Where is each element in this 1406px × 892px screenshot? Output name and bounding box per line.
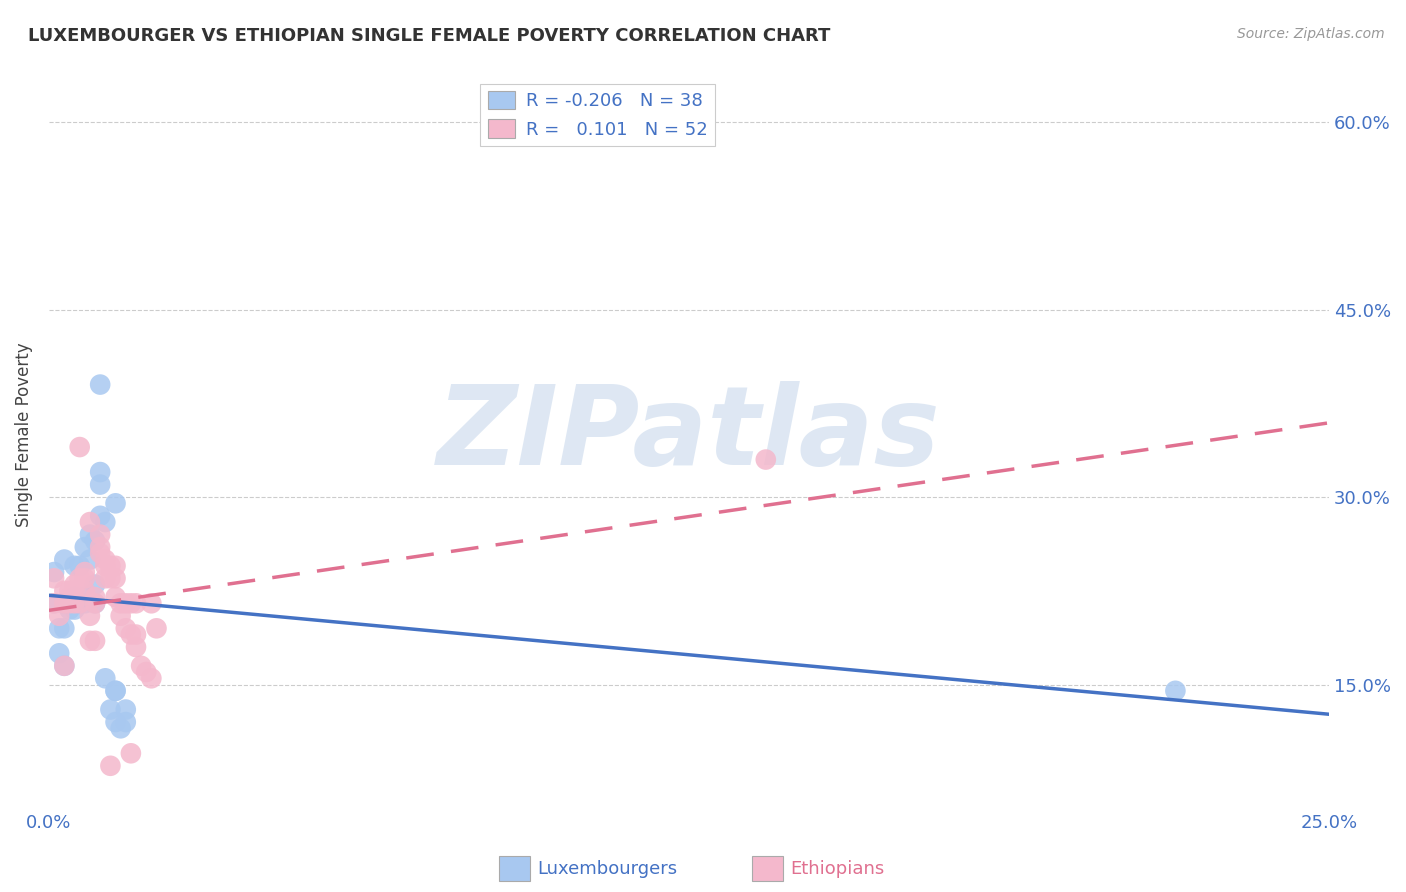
Point — [42, 596, 65, 610]
Point — [63, 590, 86, 604]
Point — [125, 640, 148, 654]
Point — [104, 558, 127, 573]
Point — [114, 714, 136, 729]
Point — [69, 596, 91, 610]
Point — [73, 583, 96, 598]
Point — [89, 508, 111, 523]
Point — [84, 577, 107, 591]
Point — [89, 465, 111, 479]
Point — [89, 540, 111, 554]
Point — [84, 596, 107, 610]
Point — [135, 665, 157, 679]
Point — [104, 714, 127, 729]
Point — [53, 658, 76, 673]
Point — [42, 596, 65, 610]
Point — [53, 658, 76, 673]
Point — [114, 702, 136, 716]
Point — [94, 552, 117, 566]
Text: Source: ZipAtlas.com: Source: ZipAtlas.com — [1237, 27, 1385, 41]
Point — [58, 583, 80, 598]
Text: Luxembourgers: Luxembourgers — [537, 860, 678, 878]
Point — [42, 565, 65, 579]
Point — [79, 527, 101, 541]
Point — [125, 596, 148, 610]
Point — [79, 633, 101, 648]
Point — [58, 596, 80, 610]
Point — [89, 477, 111, 491]
Point — [79, 552, 101, 566]
Text: Ethiopians: Ethiopians — [790, 860, 884, 878]
Point — [1164, 683, 1187, 698]
Point — [120, 627, 142, 641]
Point — [100, 571, 122, 585]
Point — [89, 377, 111, 392]
Point — [114, 621, 136, 635]
Point — [48, 646, 70, 660]
Point — [79, 608, 101, 623]
Point — [48, 608, 70, 623]
Point — [84, 596, 107, 610]
Point — [69, 558, 91, 573]
Point — [125, 627, 148, 641]
Point — [63, 596, 86, 610]
Point — [73, 571, 96, 585]
Point — [53, 596, 76, 610]
Point — [141, 596, 163, 610]
Point — [58, 602, 80, 616]
Point — [53, 583, 76, 598]
Point — [69, 571, 91, 585]
Point — [89, 546, 111, 560]
Point — [114, 596, 136, 610]
Y-axis label: Single Female Poverty: Single Female Poverty — [15, 343, 32, 527]
Point — [104, 683, 127, 698]
Point — [110, 596, 132, 610]
Point — [69, 440, 91, 454]
Point — [100, 558, 122, 573]
Point — [53, 596, 76, 610]
Point — [63, 583, 86, 598]
Point — [94, 671, 117, 685]
Point — [53, 621, 76, 635]
Point — [84, 590, 107, 604]
Point — [94, 558, 117, 573]
Point — [755, 452, 778, 467]
Point — [58, 590, 80, 604]
Point — [94, 571, 117, 585]
Point — [73, 540, 96, 554]
Text: ZIPatlas: ZIPatlas — [437, 381, 941, 488]
Point — [145, 621, 167, 635]
Point — [84, 633, 107, 648]
Point — [89, 527, 111, 541]
Point — [100, 759, 122, 773]
Point — [53, 552, 76, 566]
Point — [73, 590, 96, 604]
Point — [42, 571, 65, 585]
Point — [100, 702, 122, 716]
Point — [63, 558, 86, 573]
Point — [63, 577, 86, 591]
Point — [58, 596, 80, 610]
Text: LUXEMBOURGER VS ETHIOPIAN SINGLE FEMALE POVERTY CORRELATION CHART: LUXEMBOURGER VS ETHIOPIAN SINGLE FEMALE … — [28, 27, 831, 45]
Point — [129, 658, 152, 673]
Point — [94, 515, 117, 529]
Point — [63, 602, 86, 616]
Point — [104, 683, 127, 698]
Point — [120, 596, 142, 610]
Point — [141, 671, 163, 685]
Point — [104, 496, 127, 510]
Point — [120, 746, 142, 760]
Point — [73, 565, 96, 579]
Point — [104, 590, 127, 604]
Point — [110, 608, 132, 623]
Point — [79, 515, 101, 529]
Point — [73, 596, 96, 610]
Point — [110, 721, 132, 735]
Legend: R = -0.206   N = 38, R =   0.101   N = 52: R = -0.206 N = 38, R = 0.101 N = 52 — [481, 84, 714, 145]
Point — [69, 596, 91, 610]
Point — [104, 571, 127, 585]
Point — [84, 533, 107, 548]
Point — [48, 621, 70, 635]
